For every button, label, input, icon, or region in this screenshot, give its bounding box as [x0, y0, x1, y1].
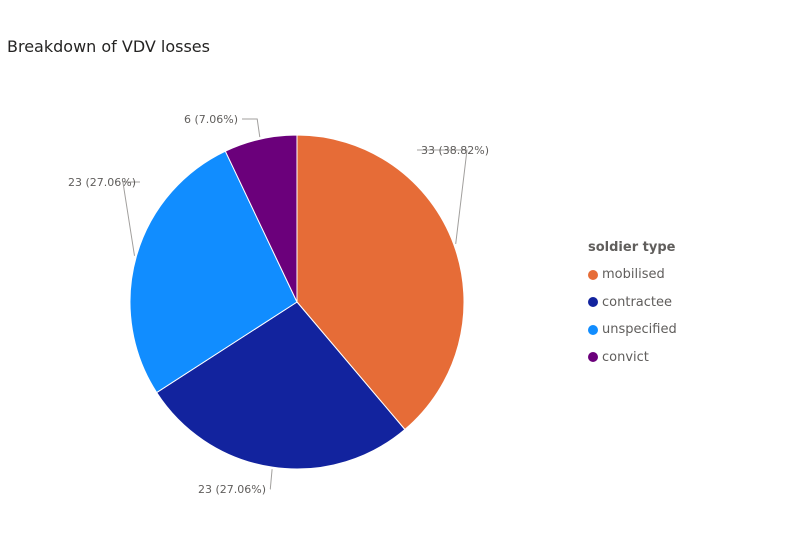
leader-line-unspecified — [122, 181, 140, 256]
pie-slice-contractee[interactable] — [155, 301, 406, 470]
legend-label-contractee: contractee — [602, 294, 672, 310]
legend-marker-mobilised — [588, 269, 598, 280]
data-label-unspecified: 23 (27.06%) — [68, 176, 136, 189]
data-label-contractee: 23 (27.06%) — [198, 483, 266, 496]
legend-label-convict: convict — [602, 349, 649, 365]
legend-item-mobilised[interactable]: mobilised — [588, 261, 677, 289]
legend-title: soldier type — [588, 240, 676, 255]
pie-slices — [129, 134, 465, 470]
legend-item-contractee[interactable]: contractee — [588, 289, 677, 317]
legend-label-mobilised: mobilised — [602, 267, 665, 283]
leader-line-mobilised — [417, 149, 468, 244]
legend: soldier type mobilised contractee unspec… — [588, 240, 677, 371]
leader-line-convict — [242, 118, 261, 138]
pie-slice-convict[interactable] — [224, 134, 298, 303]
legend-marker-contractee — [588, 297, 598, 308]
pie-slice-mobilised[interactable] — [296, 134, 465, 431]
leader-line-contractee — [269, 469, 273, 490]
legend-marker-unspecified — [588, 324, 598, 335]
data-label-mobilised: 33 (38.82%) — [421, 144, 489, 157]
data-labels: 33 (38.82%) 23 (27.06%) 23 (27.06%) 6 (7.06… — [68, 113, 489, 496]
legend-marker-convict — [588, 352, 598, 363]
legend-item-convict[interactable]: convict — [588, 344, 677, 372]
legend-item-unspecified[interactable]: unspecified — [588, 316, 677, 344]
pie-slice-unspecified[interactable] — [129, 150, 298, 394]
label-leader-lines — [122, 118, 468, 490]
legend-label-unspecified: unspecified — [602, 322, 677, 338]
data-label-convict: 6 (7.06%) — [184, 113, 238, 126]
chart-title: Breakdown of VDV losses — [7, 37, 210, 56]
